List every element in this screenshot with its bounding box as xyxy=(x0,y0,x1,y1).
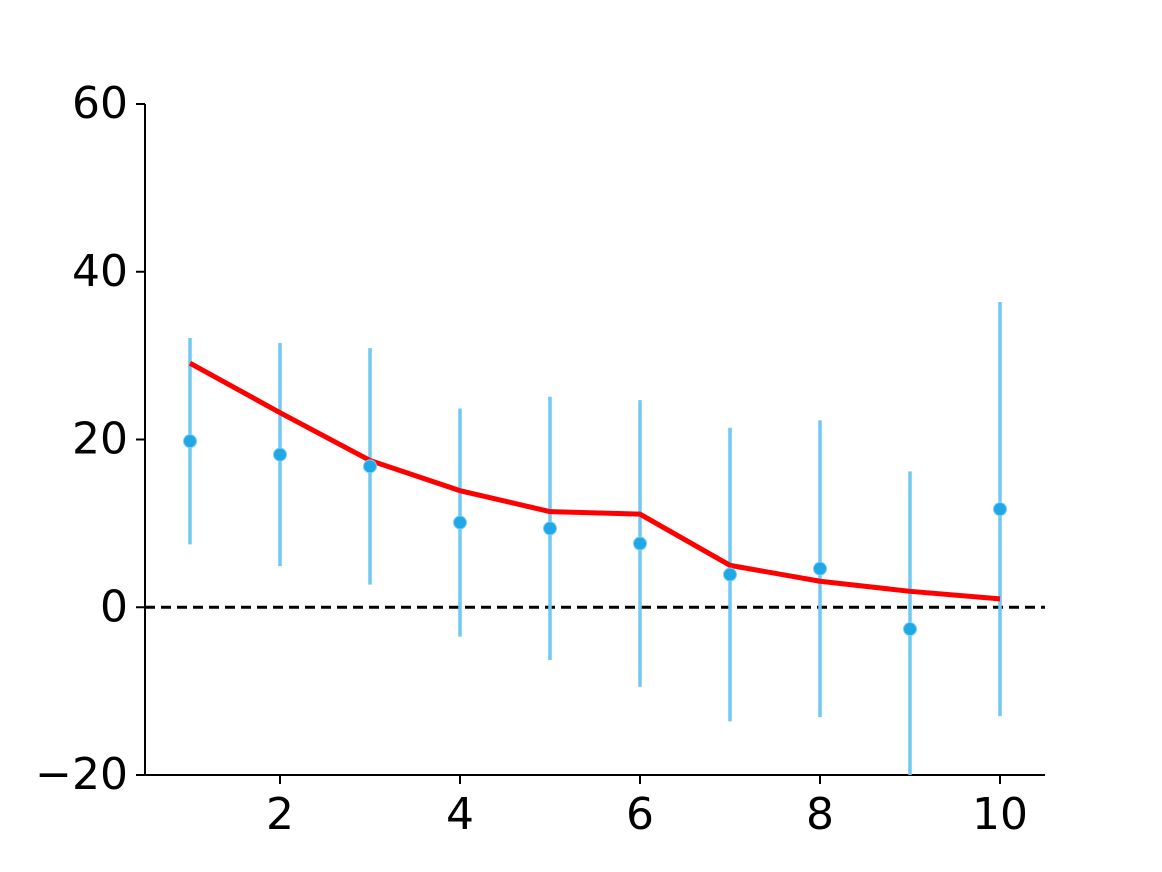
data-point xyxy=(813,561,827,576)
data-point xyxy=(273,447,287,462)
y-tick-label: 40 xyxy=(72,246,128,297)
x-tick-label: 8 xyxy=(806,789,834,840)
y-tick-label: −20 xyxy=(35,749,128,800)
data-point xyxy=(723,567,737,582)
x-tick-label: 6 xyxy=(626,789,654,840)
x-tick-label: 4 xyxy=(446,789,474,840)
plot-area xyxy=(145,301,1045,775)
data-point xyxy=(183,434,197,449)
y-tick-label: 60 xyxy=(72,78,128,129)
data-point xyxy=(543,521,557,536)
data-point xyxy=(903,622,917,637)
x-tick-label: 2 xyxy=(266,789,294,840)
x-tick-label: 10 xyxy=(972,789,1028,840)
y-tick-label: 20 xyxy=(72,414,128,465)
data-point xyxy=(633,536,647,551)
data-point xyxy=(993,502,1007,517)
data-point xyxy=(453,515,467,530)
data-point xyxy=(363,459,377,474)
trend-line xyxy=(188,360,1001,602)
y-tick-label: 0 xyxy=(100,581,128,632)
